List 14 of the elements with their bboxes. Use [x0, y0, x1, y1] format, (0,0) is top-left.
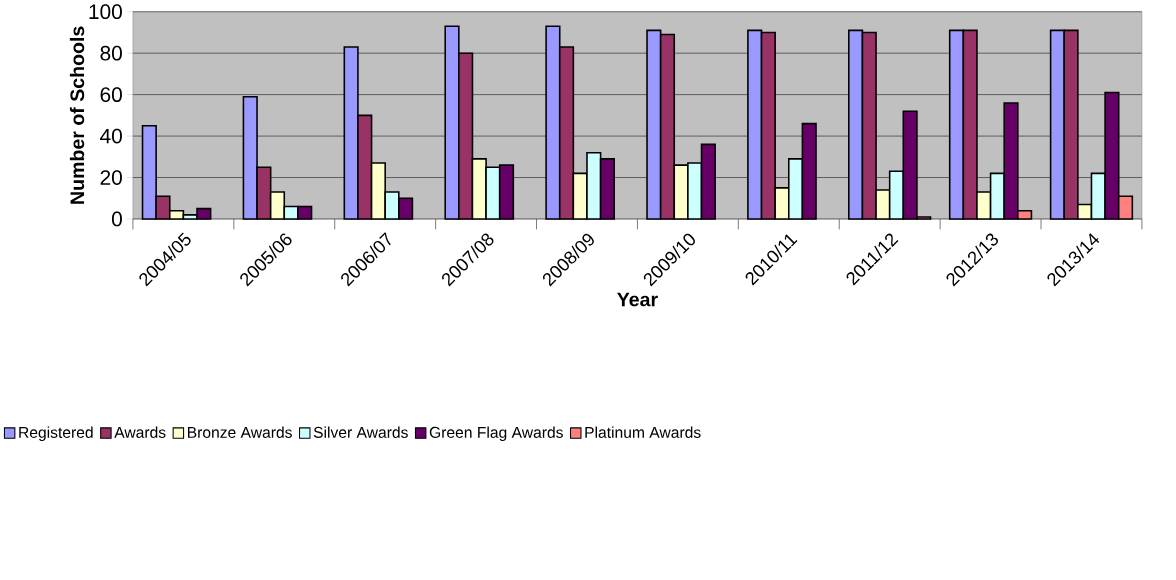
y-tick-label: 60	[100, 87, 122, 103]
legend-label: Bronze Awards	[188, 426, 292, 439]
legend-label: Awards	[114, 426, 166, 439]
legend-label: Registered	[19, 426, 93, 442]
y-axis-title: Number of Schools	[69, 26, 85, 204]
x-axis-title: Year	[617, 292, 658, 307]
y-tick-label: 20	[100, 170, 122, 186]
y-tick-label: 0	[111, 211, 122, 227]
y-tick-label: 100	[89, 4, 122, 20]
y-tick-label: 80	[100, 45, 122, 61]
legend-label: Silver Awards	[313, 426, 408, 439]
legend-label: Green Flag Awards	[429, 426, 563, 442]
legend-label: Platinum Awards	[585, 426, 701, 439]
y-tick-label: 40	[100, 128, 122, 144]
